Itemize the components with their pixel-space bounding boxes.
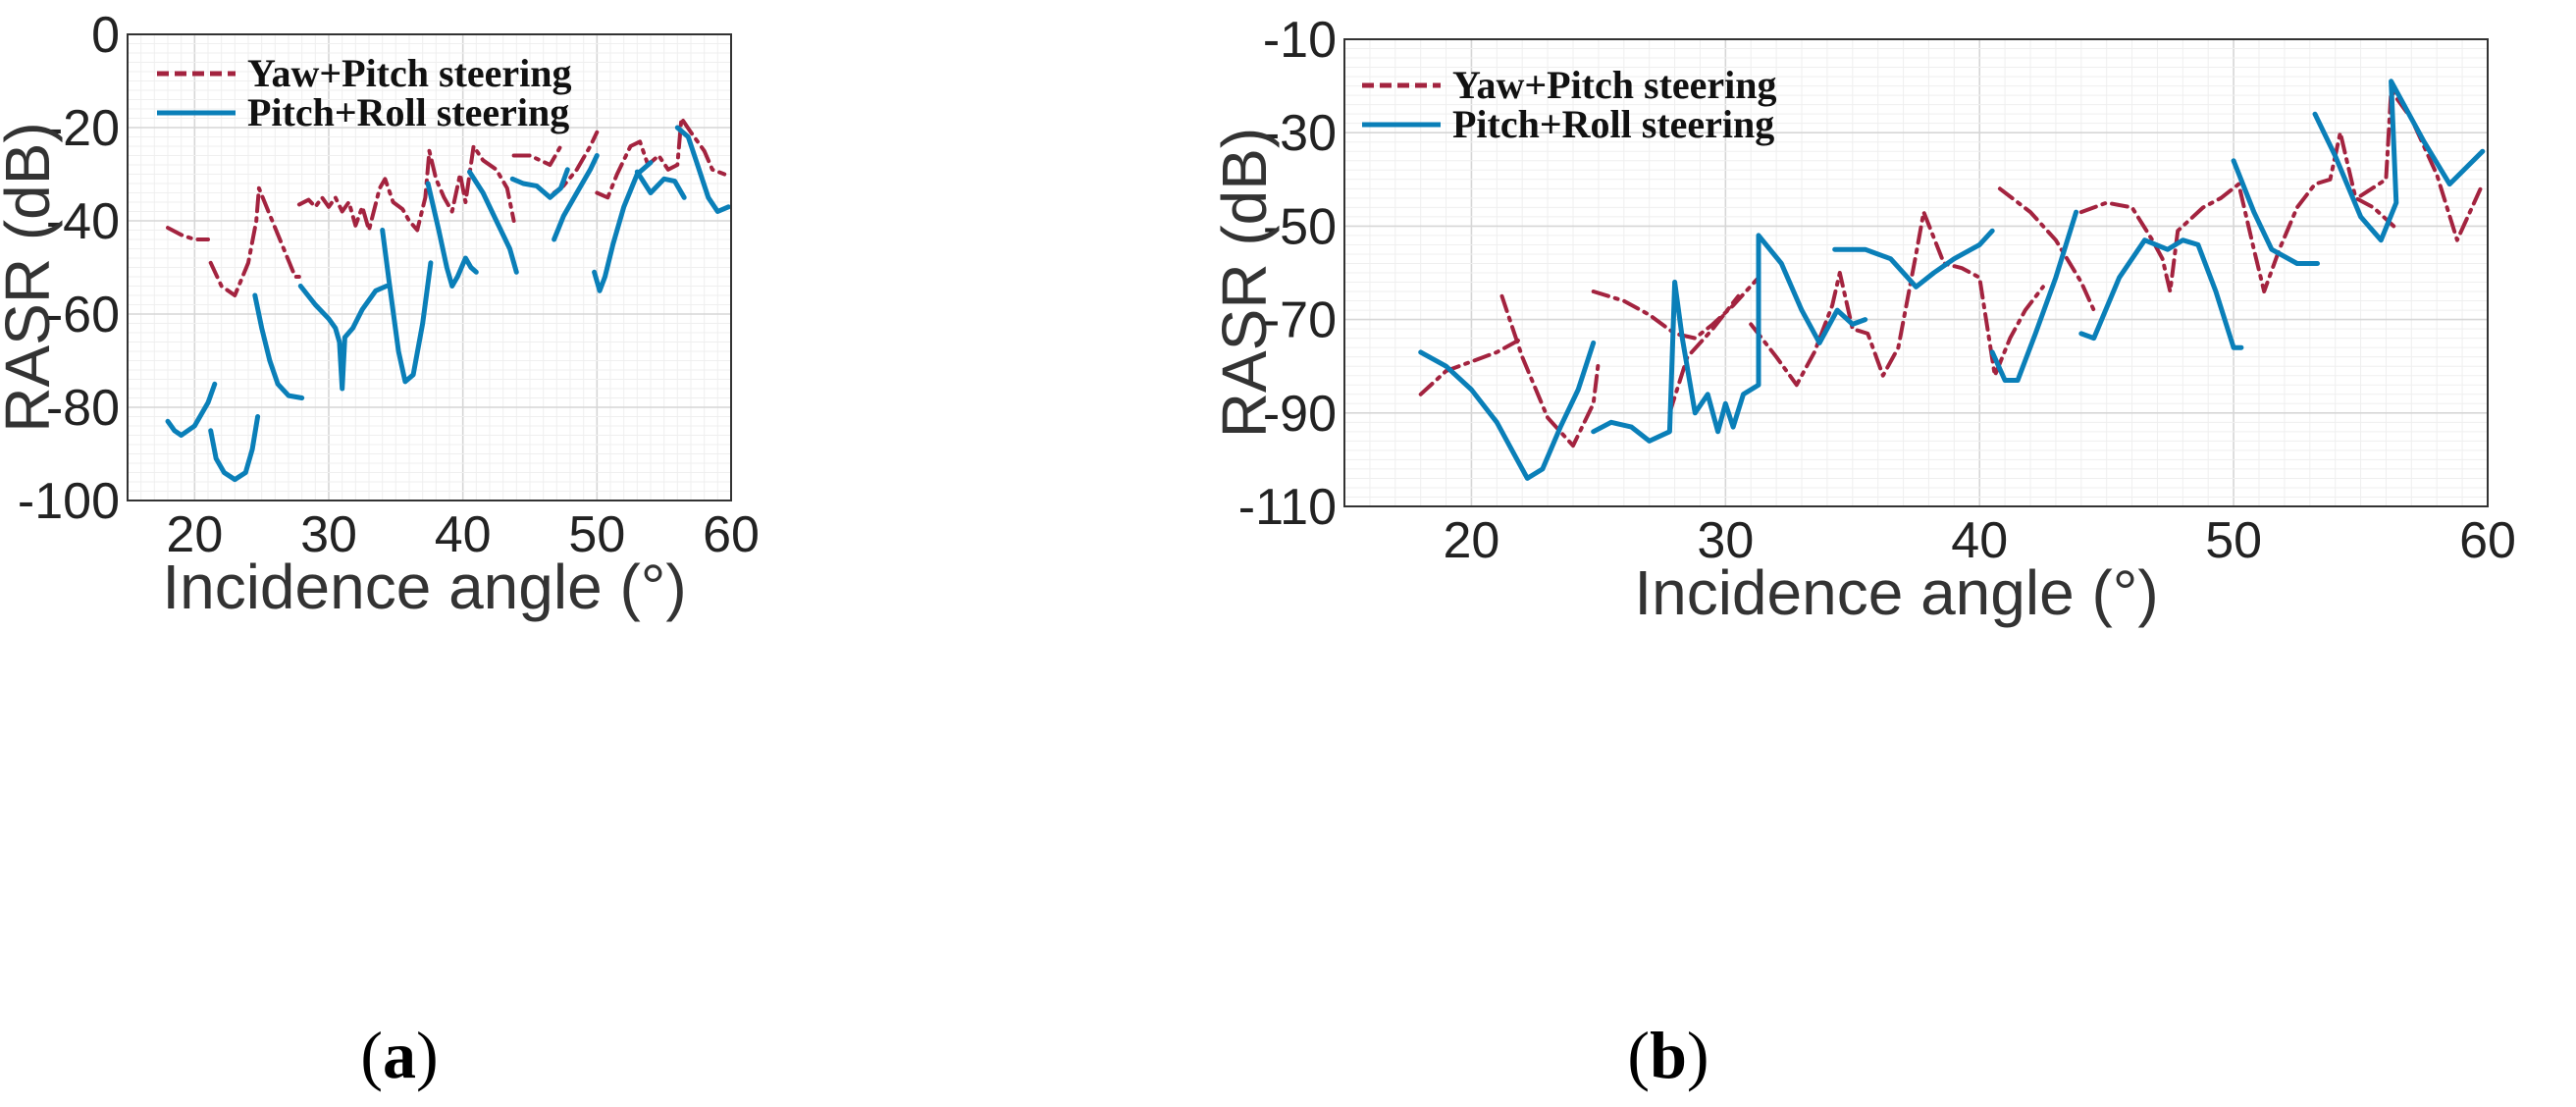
y-tick-label: -40 (46, 193, 120, 250)
y-tick-label: -110 (1238, 479, 1337, 536)
series-pitch-roll-segment (2231, 158, 2320, 266)
series-yaw-pitch-segment (296, 144, 516, 233)
series-pitch-roll-segment (2078, 237, 2244, 350)
series-pitch-roll-segment (297, 284, 390, 392)
y-axis-label-b: RASR (dB) (1209, 128, 1280, 439)
x-tick-label: 50 (568, 506, 625, 563)
caption-b: (b) (1627, 1018, 1709, 1092)
y-tick-label: -90 (1263, 386, 1337, 443)
plot-frame-b (1343, 38, 2489, 507)
x-tick-label: 60 (703, 506, 760, 563)
grid-b (1343, 38, 2489, 507)
y-tick-label: -100 (18, 473, 120, 530)
series-yaw-pitch-segment (1499, 293, 1601, 448)
plot-frame-a (127, 33, 732, 501)
caption-letter: b (1650, 1018, 1687, 1092)
series-pitch-roll-segment (634, 169, 687, 200)
y-tick-label: -60 (46, 287, 120, 343)
caption-close-paren: ) (1687, 1018, 1709, 1092)
legend-a: Yaw+Pitch steering Pitch+Roll steering (157, 51, 572, 134)
series-yaw-pitch-segment (595, 116, 727, 200)
series-yaw-pitch-segment (1591, 275, 1761, 341)
series-yaw-pitch-segment (511, 144, 563, 167)
x-axis-label-b: Incidence angle (°) (1634, 557, 2158, 628)
series-yaw-pitch-segment (166, 226, 210, 241)
caption-close-paren: ) (416, 1018, 439, 1092)
x-tick-label: 60 (2459, 512, 2516, 569)
legend-label-yaw-pitch: Yaw+Pitch steering (247, 51, 572, 95)
y-tick-label: -30 (1263, 105, 1337, 162)
series-pitch-roll-segment (674, 125, 731, 214)
caption-open-paren: ( (1627, 1018, 1650, 1092)
series-pitch-roll-segment (165, 381, 218, 438)
series-yaw-pitch-segment (208, 185, 304, 297)
caption-letter: a (383, 1018, 416, 1092)
series-pitch-roll-segment (208, 414, 261, 483)
x-tick-label: 50 (2205, 512, 2262, 569)
x-tick-label: 30 (300, 506, 357, 563)
y-axis-label-a: RASR (dB) (0, 122, 63, 433)
series-pitch-roll-segment (1989, 209, 2079, 383)
y-tick-label: 0 (91, 7, 120, 64)
chart-panel-b: 20 30 40 50 60 -10 -30 -50 -70 -90 -110 … (1209, 12, 2516, 1092)
x-tick-label: 40 (435, 506, 492, 563)
series-yaw-pitch-segment (2078, 131, 2396, 293)
series-pitch-roll-segment (1418, 340, 1597, 481)
chart-panel-a: 20 30 40 50 60 0 -20 -40 -60 -80 -100 In… (0, 7, 760, 1092)
series-pitch-roll-segment (2312, 79, 2486, 243)
x-tick-label: 20 (166, 506, 223, 563)
x-axis-label-a: Incidence angle (°) (162, 552, 686, 622)
series-pitch-roll-segment (552, 153, 600, 242)
series-pitch-roll-segment (252, 292, 305, 400)
y-tick-label: -70 (1263, 292, 1337, 349)
legend-label-pitch-roll: Pitch+Roll steering (1452, 102, 1774, 146)
series-pitch-roll-segment (1832, 228, 1995, 290)
series-yaw-pitch-segment (1667, 293, 1741, 415)
series-pitch-roll-segment (425, 181, 479, 289)
x-ticks-b: 20 30 40 50 60 (1444, 512, 2516, 569)
series-layer-a (165, 116, 731, 483)
series-yaw-pitch-segment (1997, 186, 2096, 313)
series-pitch-roll-segment (1591, 233, 1868, 444)
series-yaw-pitch-segment (1749, 210, 2045, 388)
y-ticks-b: -10 -30 -50 -70 -90 -110 (1238, 12, 1337, 536)
series-pitch-roll-segment (467, 169, 519, 275)
caption-a: (a) (360, 1018, 438, 1092)
y-ticks-a: 0 -20 -40 -60 -80 -100 (18, 7, 120, 530)
y-tick-label: -50 (1263, 198, 1337, 255)
x-tick-label: 20 (1444, 512, 1500, 569)
legend-b: Yaw+Pitch steering Pitch+Roll steering (1362, 63, 1777, 146)
legend-label-pitch-roll: Pitch+Roll steering (247, 90, 569, 134)
series-layer-b (1418, 79, 2486, 481)
x-tick-label: 30 (1697, 512, 1754, 569)
series-yaw-pitch-segment (2358, 88, 2485, 242)
y-tick-label: -80 (46, 380, 120, 437)
x-ticks-a: 20 30 40 50 60 (166, 506, 760, 563)
series-yaw-pitch-segment (1418, 336, 1525, 396)
series-pitch-roll-segment (509, 167, 570, 200)
legend-label-yaw-pitch: Yaw+Pitch steering (1452, 63, 1777, 107)
y-tick-label: -20 (46, 100, 120, 157)
x-tick-label: 40 (1951, 512, 2008, 569)
y-tick-label: -10 (1263, 12, 1337, 69)
series-pitch-roll-segment (380, 228, 434, 385)
caption-open-paren: ( (360, 1018, 383, 1092)
